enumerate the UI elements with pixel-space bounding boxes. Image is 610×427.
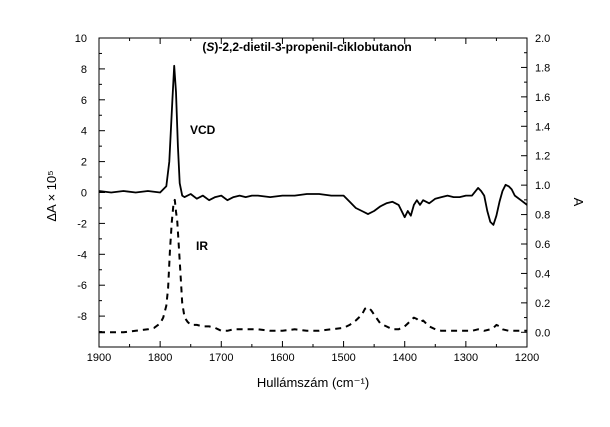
plot-frame	[98, 37, 528, 348]
series-line-vcd	[98, 64, 528, 226]
tick-labels: 1900 1800 1700 1600 1500 1400 1300 1200 10 8 6 4 2 0 -…	[75, 33, 551, 364]
y-left-tick-label: 6	[81, 95, 87, 107]
y-left-tick-label: -6	[77, 280, 87, 292]
y-left-tick-label: 2	[81, 157, 87, 169]
y-right-tick-label: 1.2	[535, 151, 550, 163]
chart-title-italic: S	[206, 40, 214, 54]
y-right-tick-label: 0.4	[535, 268, 550, 280]
x-tick-label: 1400	[392, 352, 416, 364]
y-left-tick-label: 10	[75, 33, 87, 45]
y-right-tick-label: 0.8	[535, 210, 550, 222]
x-axis-title: Hullámszám (cm⁻¹)	[257, 375, 369, 390]
x-tick-label: 1200	[515, 352, 539, 364]
y-right-tick-label: 0.6	[535, 239, 550, 251]
chart-title-rest: -2,2-dietil-3-propenil-ciklobutanon	[218, 40, 411, 54]
x-tick-label: 1800	[148, 352, 172, 364]
y-right-tick-label: 1.4	[535, 121, 550, 133]
y-left-tick-label: -8	[77, 311, 87, 323]
y-left-tick-label: 0	[81, 188, 87, 200]
y-right-tick-label: 1.8	[535, 62, 550, 74]
axis-ticks	[98, 37, 528, 348]
series-line-ir	[99, 198, 527, 334]
y-right-tick-label: 1.0	[535, 180, 550, 192]
y-right-tick-label: 0.0	[535, 327, 550, 339]
y-right-axis-title: A	[571, 198, 586, 207]
y-left-axis-title: ΔA × 10⁵	[44, 170, 59, 221]
y-left-tick-label: -2	[77, 218, 87, 230]
vcd-annotation: VCD	[190, 123, 216, 137]
y-left-tick-label: 4	[81, 126, 87, 138]
ir-annotation: IR	[196, 239, 208, 253]
y-right-tick-label: 2.0	[535, 33, 550, 45]
x-tick-label: 1500	[331, 352, 355, 364]
y-right-tick-label: 0.2	[535, 298, 550, 310]
x-tick-label: 1600	[270, 352, 294, 364]
x-tick-label: 1700	[209, 352, 233, 364]
y-left-tick-label: -4	[77, 249, 87, 261]
y-left-tick-label: 8	[81, 64, 87, 76]
x-tick-label: 1900	[87, 352, 111, 364]
y-right-tick-label: 1.6	[535, 92, 550, 104]
series-group	[98, 64, 528, 334]
chart-title: (S)-2,2-dietil-3-propenil-ciklobutanon	[202, 40, 411, 54]
x-tick-label: 1300	[454, 352, 478, 364]
